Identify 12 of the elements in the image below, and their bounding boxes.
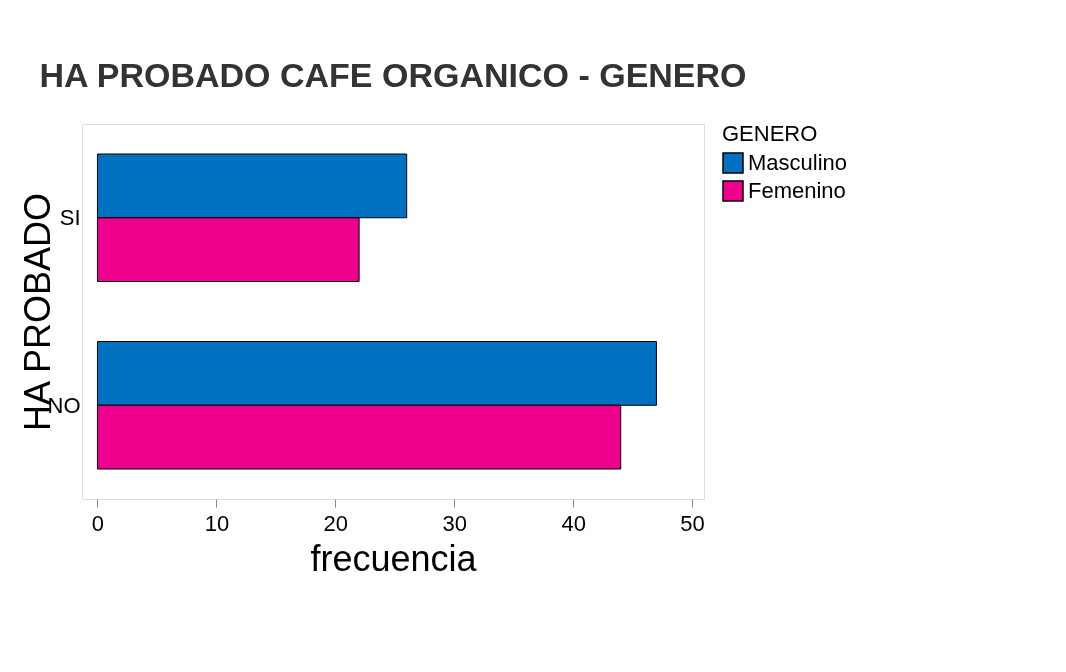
legend-label: Femenino (748, 178, 846, 203)
x-tick-label: 20 (323, 510, 349, 536)
x-tick-label: 0 (91, 510, 105, 536)
y-tick-label: SI (59, 205, 81, 231)
x-tick-label: 30 (442, 510, 467, 536)
legend-label: Masculino (748, 150, 848, 175)
chart-title: HA PROBADO CAFE ORGANICO - GENERO (39, 56, 747, 94)
x-axis-title: frecuencia (310, 537, 478, 579)
legend-title: GENERO (722, 121, 818, 146)
x-tick-label: 40 (561, 510, 586, 536)
x-tick-label: 10 (204, 510, 230, 536)
x-tick-label: 50 (680, 510, 705, 536)
